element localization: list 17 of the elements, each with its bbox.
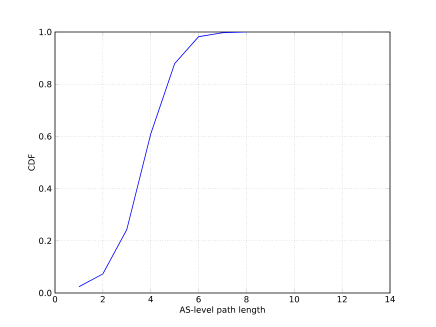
y-tick-label: 0.8	[39, 81, 52, 88]
x-axis-title: AS-level path length	[180, 306, 265, 314]
x-tick-label: 12	[338, 296, 347, 302]
x-tick-label: 8	[244, 296, 249, 302]
x-tick-label: 4	[148, 296, 153, 302]
x-tick-label: 10	[290, 296, 300, 302]
y-tick-label: 0.2	[39, 238, 52, 244]
x-tick-label: 2	[100, 296, 105, 302]
x-tick-label: 6	[196, 296, 201, 302]
x-tick-label: 14	[386, 296, 395, 302]
y-tick-label: 0.0	[39, 290, 52, 296]
line-series	[78, 32, 247, 288]
y-tick-label: 0.4	[39, 185, 52, 192]
x-tick-label: 0	[52, 296, 58, 302]
y-tick-label: 0.6	[39, 133, 52, 140]
y-axis-title: CDF	[28, 154, 35, 171]
y-tick-label: 1.0	[39, 28, 52, 36]
